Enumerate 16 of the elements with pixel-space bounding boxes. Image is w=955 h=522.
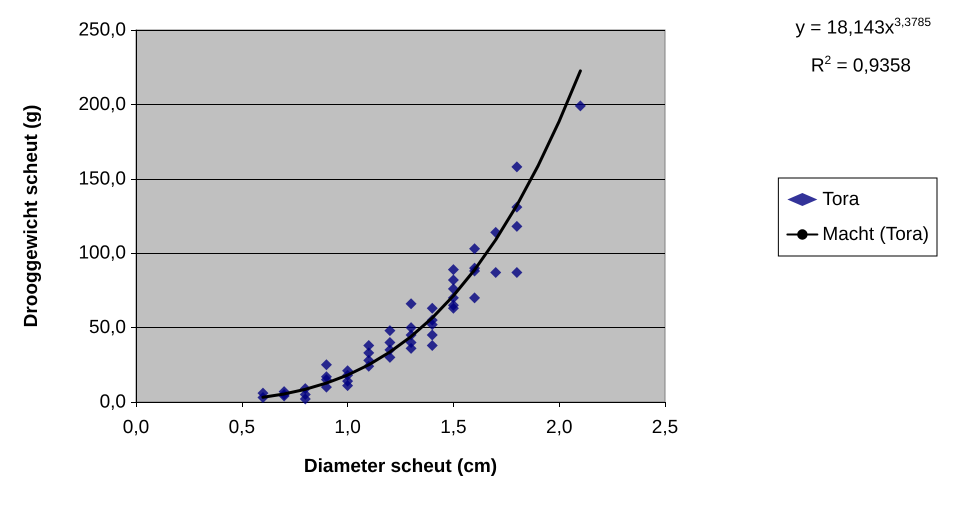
legend-label: Macht (Tora): [822, 224, 930, 245]
x-axis-title: Diameter scheut (cm): [304, 456, 498, 477]
x-tick-label: 0,5: [228, 417, 256, 438]
legend-label: Tora: [822, 189, 860, 210]
y-tick-label: 150,0: [78, 168, 126, 190]
x-tick-label: 0,0: [122, 417, 150, 438]
x-tick-label: 2,5: [652, 417, 678, 438]
x-tick-label: 1,5: [440, 417, 467, 438]
y-tick-label: 200,0: [78, 94, 126, 115]
x-tick-label: 1,0: [334, 417, 361, 438]
y-tick-label: 250,0: [78, 20, 126, 40]
y-tick-label: 0,0: [100, 392, 126, 412]
y-axis-title: Drooggewicht scheut (g): [21, 104, 42, 328]
y-tick-label: 50,0: [89, 317, 126, 338]
x-tick-label: 2,0: [546, 417, 572, 438]
y-tick-label: 100,0: [78, 242, 126, 264]
